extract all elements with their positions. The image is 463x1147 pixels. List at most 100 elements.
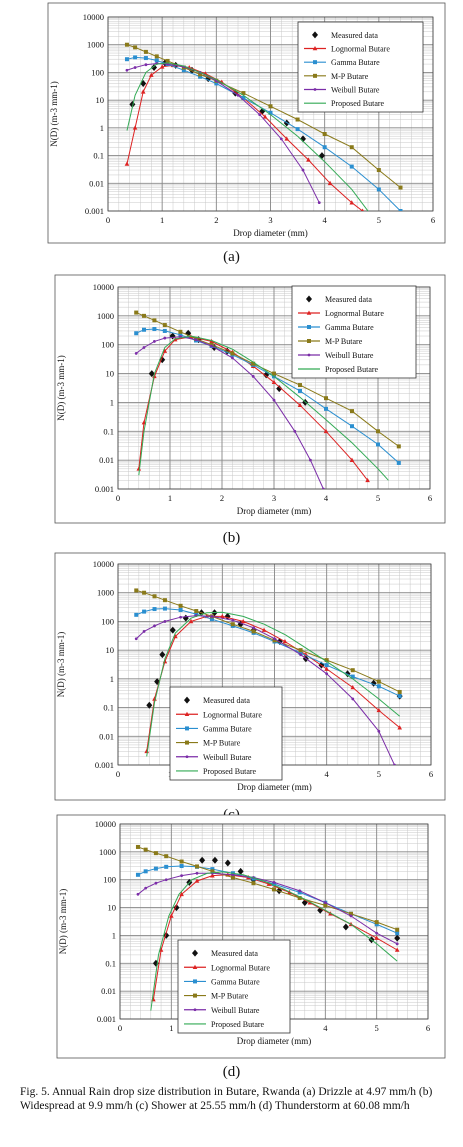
y-tick-label: 1000 — [87, 40, 104, 50]
data-point-lognormal — [374, 935, 379, 940]
series-weibull — [134, 614, 396, 765]
data-point-mp — [251, 881, 256, 886]
plot-area — [117, 286, 431, 490]
series-mp — [135, 844, 400, 932]
y-tick-label: 100 — [101, 340, 114, 350]
data-point-mp — [374, 920, 379, 925]
legend-marker-lognormal — [306, 310, 312, 315]
panel-label-b: (b) — [222, 530, 241, 546]
data-point-lognormal — [194, 878, 200, 883]
data-point-weibull — [231, 873, 235, 877]
chart-panel-a: 0.001 0.01 0.1 1 10 100 1000 10000 0 1 2 3 4 5 6 Drop d… — [0, 0, 463, 272]
x-tick-label: 4 — [324, 493, 329, 503]
panel-label-a: (a) — [223, 249, 240, 265]
y-tick-label: 100 — [91, 67, 104, 77]
data-point-gamma — [152, 327, 157, 332]
data-point-lognormal — [261, 627, 267, 632]
y-tick-label: 1000 — [97, 311, 114, 321]
series-lognormal — [136, 334, 370, 483]
data-point-gamma — [396, 460, 401, 465]
x-tick-label: 2 — [220, 493, 224, 503]
legend-marker-measured — [192, 949, 198, 957]
data-point-mp — [349, 145, 354, 150]
data-point-measured — [169, 626, 176, 634]
y-tick-label: 10000 — [93, 282, 114, 292]
data-point-lognormal — [240, 618, 246, 624]
x-tick-label: 0 — [106, 215, 110, 225]
data-point-gamma — [134, 612, 139, 617]
data-point-weibull — [272, 398, 276, 402]
legend-label-proposed: Proposed Butare — [325, 365, 379, 374]
data-point-mp — [230, 622, 235, 627]
data-point-lognormal — [262, 114, 268, 119]
data-point-weibull — [144, 63, 148, 67]
legend-label-proposed: Proposed Butare — [211, 1020, 265, 1029]
legend-marker-lognormal — [312, 46, 318, 51]
data-point-weibull — [231, 618, 235, 622]
data-point-gamma — [298, 388, 302, 393]
legend-marker-lognormal — [192, 964, 198, 970]
data-point-gamma — [395, 931, 400, 936]
data-point-lognormal — [162, 348, 168, 353]
data-point-mp — [376, 429, 380, 434]
data-point-mp — [272, 371, 276, 376]
series-proposed — [138, 335, 389, 481]
data-point-mp — [322, 132, 327, 137]
data-point-mp — [298, 648, 303, 653]
data-point-weibull — [194, 338, 198, 342]
data-point-gamma — [164, 864, 169, 869]
data-point-gamma — [268, 110, 273, 115]
data-point-gamma — [298, 650, 303, 655]
legend-label-measured: Measured data — [203, 696, 250, 705]
data-point-weibull — [393, 763, 396, 765]
y-tick-label: 0.1 — [93, 151, 104, 161]
legend-marker-measured — [184, 696, 190, 704]
legend-label-proposed: Proposed Butare — [203, 767, 257, 776]
data-point-weibull — [293, 429, 297, 433]
data-point-weibull — [272, 881, 276, 884]
data-point-measured — [276, 385, 283, 393]
data-point-lognormal — [179, 891, 184, 897]
data-point-mp — [324, 396, 328, 401]
data-point-measured — [370, 679, 377, 687]
data-point-mp — [323, 903, 328, 908]
data-point-mp — [164, 854, 169, 859]
data-point-measured — [394, 934, 401, 942]
data-point-mp — [178, 329, 183, 334]
data-point-gamma — [162, 328, 167, 333]
legend-label-mp: M-P Butare — [325, 337, 363, 346]
data-point-gamma — [179, 864, 184, 869]
data-point-gamma — [135, 872, 140, 877]
data-point-weibull — [153, 340, 156, 343]
data-point-weibull — [236, 93, 240, 97]
data-point-mp — [398, 185, 403, 190]
data-point-measured — [211, 856, 218, 864]
x-tick-label: 1 — [160, 215, 164, 225]
data-point-weibull — [251, 374, 255, 378]
series-line-proposed — [126, 62, 369, 211]
data-point-weibull — [252, 626, 256, 630]
y-tick-label: 10 — [106, 645, 115, 655]
data-point-mp — [395, 927, 400, 932]
data-point-mp — [153, 851, 158, 856]
data-point-gamma — [124, 57, 129, 62]
data-point-gamma — [376, 187, 381, 192]
data-point-mp — [396, 444, 401, 449]
data-point-mp — [178, 603, 183, 608]
x-tick-label: 6 — [428, 493, 432, 503]
series-layer — [134, 310, 401, 489]
legend-marker-weibull — [193, 1008, 197, 1012]
x-tick-label: 5 — [377, 215, 381, 225]
data-point-lognormal — [149, 72, 154, 77]
legend-marker-weibull — [313, 88, 317, 91]
data-point-lognormal — [210, 873, 215, 878]
data-point-gamma — [322, 145, 327, 150]
data-point-gamma — [181, 68, 186, 73]
legend-box — [297, 21, 424, 113]
legend-label-mp: M-P Butare — [331, 72, 369, 81]
data-point-weibull — [153, 624, 156, 628]
data-point-mp — [179, 859, 184, 864]
data-point-gamma — [154, 58, 159, 63]
legend-label-mp: M-P Butare — [211, 992, 249, 1001]
